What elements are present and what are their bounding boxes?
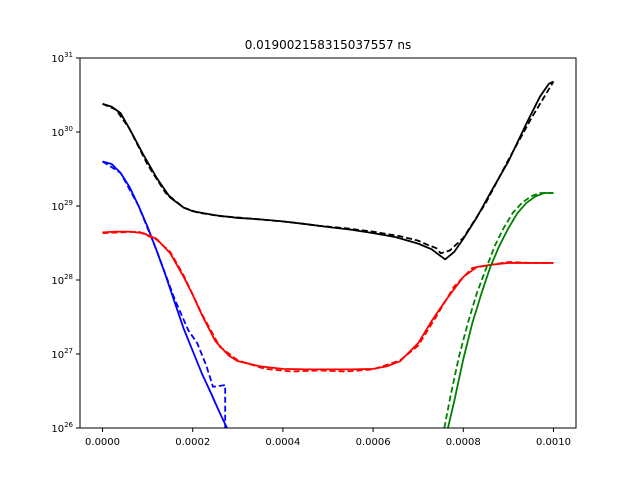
series-line-solid-6	[447, 192, 554, 428]
series-line-dashed-7	[443, 192, 554, 428]
y-tick-exponent: 28	[64, 273, 73, 281]
y-tick-base: 10	[51, 54, 64, 65]
series-layer	[102, 80, 555, 428]
series-line-dashed-1	[102, 81, 555, 255]
y-tick-exponent: 26	[64, 421, 73, 429]
y-tick-base: 10	[51, 202, 64, 213]
y-tick-label: 1027	[51, 347, 73, 361]
x-tick-label: 0.0006	[356, 437, 391, 448]
chart-title: 0.019002158315037557 ns	[245, 38, 412, 52]
x-tick-label: 0.0002	[175, 437, 210, 448]
y-tick-exponent: 27	[64, 347, 73, 355]
x-tick-label: 0.0000	[85, 437, 120, 448]
y-tick-label: 1029	[51, 199, 73, 213]
x-tick-label: 0.0008	[446, 437, 481, 448]
series-line-dashed-3	[102, 160, 227, 428]
plot-frame	[79, 57, 577, 429]
x-tick-label: 0.0010	[536, 437, 571, 448]
series-line-solid-2	[102, 160, 228, 428]
y-tick-label: 1026	[51, 421, 73, 435]
series-line-dashed-5	[102, 230, 554, 373]
y-tick-exponent: 31	[64, 51, 73, 59]
x-axis: 0.0000 0.0002 0.0004 0.0006 0.0008 0.0010	[85, 428, 571, 448]
y-tick-label: 1030	[51, 125, 73, 139]
y-tick-base: 10	[51, 350, 64, 361]
y-tick-exponent: 30	[64, 125, 73, 133]
y-tick-base: 10	[51, 424, 64, 435]
y-tick-base: 10	[51, 128, 64, 139]
y-tick-base: 10	[51, 276, 64, 287]
x-tick-label: 0.0004	[265, 437, 300, 448]
y-tick-label: 1028	[51, 273, 73, 287]
y-tick-exponent: 29	[64, 199, 73, 207]
y-tick-label: 1031	[51, 51, 73, 65]
